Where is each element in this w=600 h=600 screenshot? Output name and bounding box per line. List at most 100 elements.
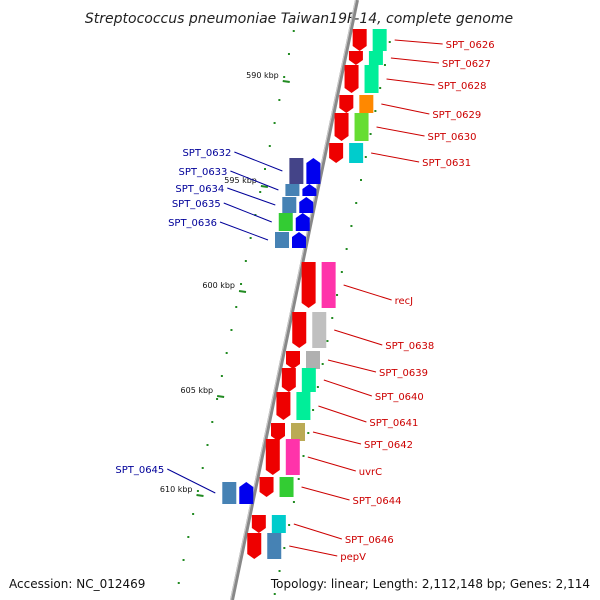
- gene-label: SPT_0628: [438, 81, 487, 92]
- guide-dot: [273, 593, 276, 595]
- guide-dot: [240, 283, 243, 285]
- gene-label: SPT_0630: [428, 132, 477, 143]
- guide-dot: [340, 271, 343, 273]
- guide-dot: [379, 87, 382, 89]
- label-leader: [386, 78, 435, 86]
- gene-cog-bar: [271, 515, 286, 533]
- guide-dot: [235, 306, 238, 308]
- scale-tick-mark: [196, 494, 204, 497]
- map-title: Streptococcus pneumoniae Taiwan19F-14, c…: [85, 11, 513, 27]
- guide-dot: [230, 329, 233, 331]
- guide-dot: [326, 340, 329, 342]
- gene-label: SPT_0633: [178, 167, 227, 178]
- guide-dot: [216, 398, 219, 400]
- gene-arrow: [251, 515, 266, 533]
- guide-dot: [369, 133, 372, 135]
- gene-cog-bar: [285, 184, 300, 196]
- guide-dot: [225, 352, 228, 354]
- label-leader: [323, 379, 372, 397]
- label-leader: [371, 152, 420, 163]
- topology-text: Topology: linear; Length: 2,112,148 bp; …: [270, 577, 590, 591]
- gene-label: recJ: [395, 296, 414, 307]
- guide-dot: [331, 317, 334, 319]
- label-leader: [334, 329, 383, 346]
- guide-dot: [177, 582, 180, 584]
- guide-dot: [244, 260, 247, 262]
- gene-label: SPT_0632: [182, 148, 231, 159]
- label-leader: [312, 431, 362, 445]
- gene-label: pepV: [340, 552, 366, 563]
- gene-cog-bar: [349, 143, 364, 163]
- gene-arrow: [339, 95, 354, 113]
- scale-tick-label: 595 kbp: [224, 176, 257, 185]
- scale-tick-mark: [238, 290, 247, 293]
- gene-arrow: [329, 143, 344, 163]
- gene-cog-bar: [364, 65, 379, 93]
- label-leader: [289, 545, 338, 557]
- guide-dot: [307, 432, 310, 434]
- gene-cog-bar: [321, 262, 336, 308]
- label-leader: [219, 221, 269, 241]
- guide-dot: [220, 375, 223, 377]
- scale-tick-mark: [216, 395, 225, 398]
- guide-dot: [182, 559, 185, 561]
- gene-label: SPT_0639: [379, 368, 428, 379]
- scale-tick-label: 610 kbp: [160, 485, 193, 494]
- gene-arrow: [259, 477, 274, 497]
- label-leader: [293, 523, 342, 540]
- guide-dot: [345, 248, 348, 250]
- gene-cog-bar: [278, 213, 293, 231]
- scale-ticks: 590 kbp 595 kbp 600 kbp 605 kbp 610 kbp: [160, 71, 290, 497]
- gene-cog-bar: [354, 113, 369, 141]
- gene-cog-bar: [222, 482, 237, 504]
- guide-dot: [302, 455, 305, 457]
- gene-arrow: [292, 312, 307, 348]
- label-leader: [307, 456, 356, 472]
- gene-labels: SPT_0626 SPT_0627 SPT_0628 SPT_0629 SPT_0630…: [115, 39, 495, 563]
- gene-arrow: [271, 423, 285, 441]
- guide-dot: [321, 363, 324, 365]
- gene-label: SPT_0638: [385, 341, 434, 352]
- gene-cog-bar: [372, 29, 387, 51]
- gene-label: SPT_0641: [369, 418, 418, 429]
- gene-label: SPT_0631: [422, 158, 471, 169]
- gene-label: SPT_0645: [115, 465, 164, 476]
- guide-dot: [187, 536, 190, 538]
- guide-dot: [201, 467, 204, 469]
- gene-cog-bar: [306, 351, 320, 369]
- guide-dot: [292, 501, 295, 503]
- gene-cog-bar: [359, 95, 374, 113]
- gene-cog-bar: [289, 158, 304, 184]
- gene-arrow: [348, 51, 363, 65]
- guide-dot: [211, 421, 214, 423]
- scale-tick-mark: [282, 80, 290, 83]
- guide-dot: [383, 64, 386, 66]
- guide-dot: [292, 30, 295, 32]
- guide-dot: [249, 237, 252, 239]
- gene-cog-bar: [291, 423, 305, 441]
- guide-dot: [259, 191, 262, 193]
- gene-cog-bar: [279, 477, 294, 497]
- gene-cog-bar: [282, 197, 297, 213]
- gene-label: SPT_0627: [442, 59, 491, 70]
- guide-dot: [264, 168, 266, 170]
- scale-tick-label: 605 kbp: [181, 386, 214, 395]
- guide-dot: [360, 179, 362, 181]
- label-leader: [381, 103, 430, 115]
- label-leader: [376, 126, 425, 137]
- guide-dot: [364, 156, 367, 158]
- gene-cog-bar: [267, 533, 282, 559]
- guide-dot: [283, 547, 286, 549]
- gene-label: SPT_0635: [172, 199, 221, 210]
- gene-arrow: [334, 113, 349, 141]
- gene-arrow: [299, 197, 314, 213]
- gene-cog-bar: [285, 439, 300, 475]
- guide-dot: [268, 145, 271, 147]
- scale-tick-label: 600 kbp: [202, 281, 235, 290]
- guide-dot: [192, 513, 195, 515]
- guide-dot: [278, 99, 281, 101]
- guide-dot: [278, 570, 281, 572]
- guide-dot: [374, 110, 377, 112]
- label-leader: [301, 486, 350, 501]
- guide-dot: [288, 524, 291, 526]
